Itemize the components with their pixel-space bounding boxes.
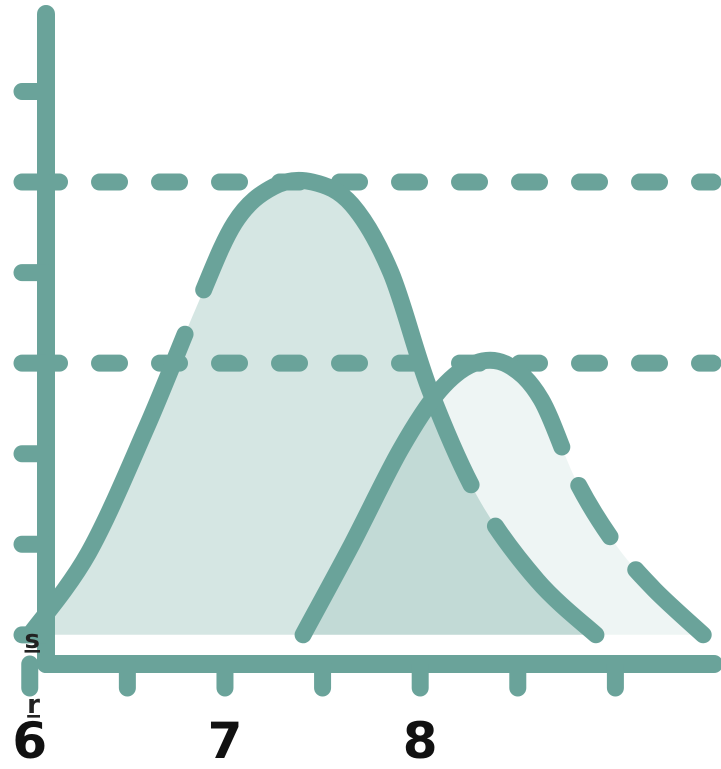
series-1-line bbox=[21, 171, 605, 644]
chart-fills bbox=[29, 180, 704, 635]
chart-labels: s r 6 7 8 bbox=[12, 625, 438, 769]
chart-curves bbox=[21, 171, 712, 644]
cut-label-top: s bbox=[25, 625, 40, 655]
series-2-line bbox=[294, 351, 712, 644]
cut-label-bottom: r bbox=[27, 690, 40, 720]
x-tick-label-2: 8 bbox=[403, 712, 438, 765]
x-tick-label-1: 7 bbox=[208, 712, 243, 765]
x-tick-label-0: 6 bbox=[12, 712, 47, 765]
reference-lines bbox=[31, 173, 721, 372]
chart-axes bbox=[13, 5, 721, 697]
